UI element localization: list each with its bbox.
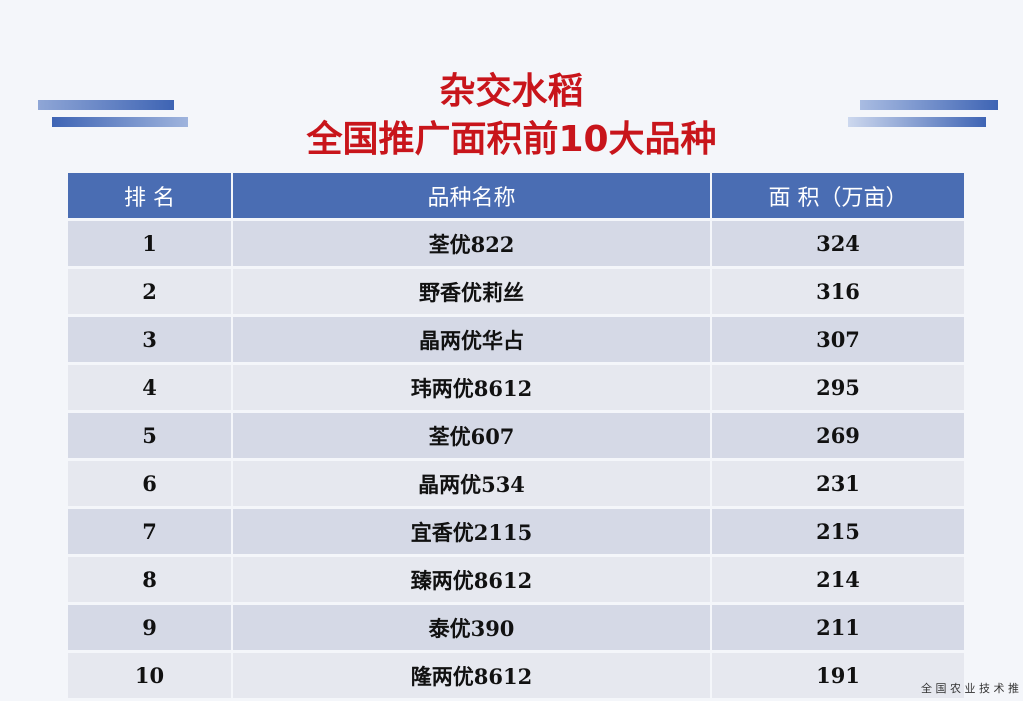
column-header: 面 积（万亩） (712, 173, 966, 218)
table-cell: 荃优822 (233, 221, 712, 266)
table-cell: 231 (712, 461, 966, 506)
table-cell: 4 (68, 365, 233, 410)
table-cell: 10 (68, 653, 233, 698)
footer: 全 国 农 业 技 术 推 (921, 682, 1019, 695)
table-cell: 269 (712, 413, 966, 458)
table-cell: 玮两优8612 (233, 365, 712, 410)
table-cell: 6 (68, 461, 233, 506)
table-cell: 295 (712, 365, 966, 410)
table-cell: 324 (712, 221, 966, 266)
ranking-table: 排 名品种名称面 积（万亩） 1 荃优822 324 2 野香优莉丝 316 3 晶两优华占 3… (68, 170, 966, 701)
table-cell: 9 (68, 605, 233, 650)
table-row: 2 野香优莉丝 316 (68, 269, 966, 314)
table-cell: 5 (68, 413, 233, 458)
table-cell: 1 (68, 221, 233, 266)
header-row: 排 名品种名称面 积（万亩） (68, 173, 966, 218)
table-cell: 3 (68, 317, 233, 362)
decoration (52, 117, 188, 127)
table-row: 6 晶两优534 231 (68, 461, 966, 506)
table-cell: 215 (712, 509, 966, 554)
table-cell: 宜香优2115 (233, 509, 712, 554)
decoration (848, 117, 986, 127)
table-cell: 8 (68, 557, 233, 602)
table-cell: 191 (712, 653, 966, 698)
table-row: 10 隆两优8612 191 (68, 653, 966, 698)
table-cell: 211 (712, 605, 966, 650)
table-cell: 野香优莉丝 (233, 269, 712, 314)
table-row: 4 玮两优8612 295 (68, 365, 966, 410)
table-cell: 晶两优华占 (233, 317, 712, 362)
table-cell: 2 (68, 269, 233, 314)
table-row: 1 荃优822 324 (68, 221, 966, 266)
table-cell: 晶两优534 (233, 461, 712, 506)
title: 杂交水稻 (439, 71, 584, 112)
table-cell: 307 (712, 317, 966, 362)
decoration (38, 100, 174, 110)
table-cell: 7 (68, 509, 233, 554)
table-row: 8 臻两优8612 214 (68, 557, 966, 602)
table-cell: 荃优607 (233, 413, 712, 458)
table-cell: 臻两优8612 (233, 557, 712, 602)
column-header: 排 名 (68, 173, 233, 218)
table-row: 5 荃优607 269 (68, 413, 966, 458)
column-header: 品种名称 (233, 173, 712, 218)
table-row: 3 晶两优华占 307 (68, 317, 966, 362)
decoration (860, 100, 998, 110)
title: 全国推广面积前10大品种 (306, 119, 717, 160)
table-row: 9 泰优390 211 (68, 605, 966, 650)
table-cell: 214 (712, 557, 966, 602)
table-cell: 隆两优8612 (233, 653, 712, 698)
table-cell: 316 (712, 269, 966, 314)
table-row: 7 宜香优2115 215 (68, 509, 966, 554)
table-cell: 泰优390 (233, 605, 712, 650)
